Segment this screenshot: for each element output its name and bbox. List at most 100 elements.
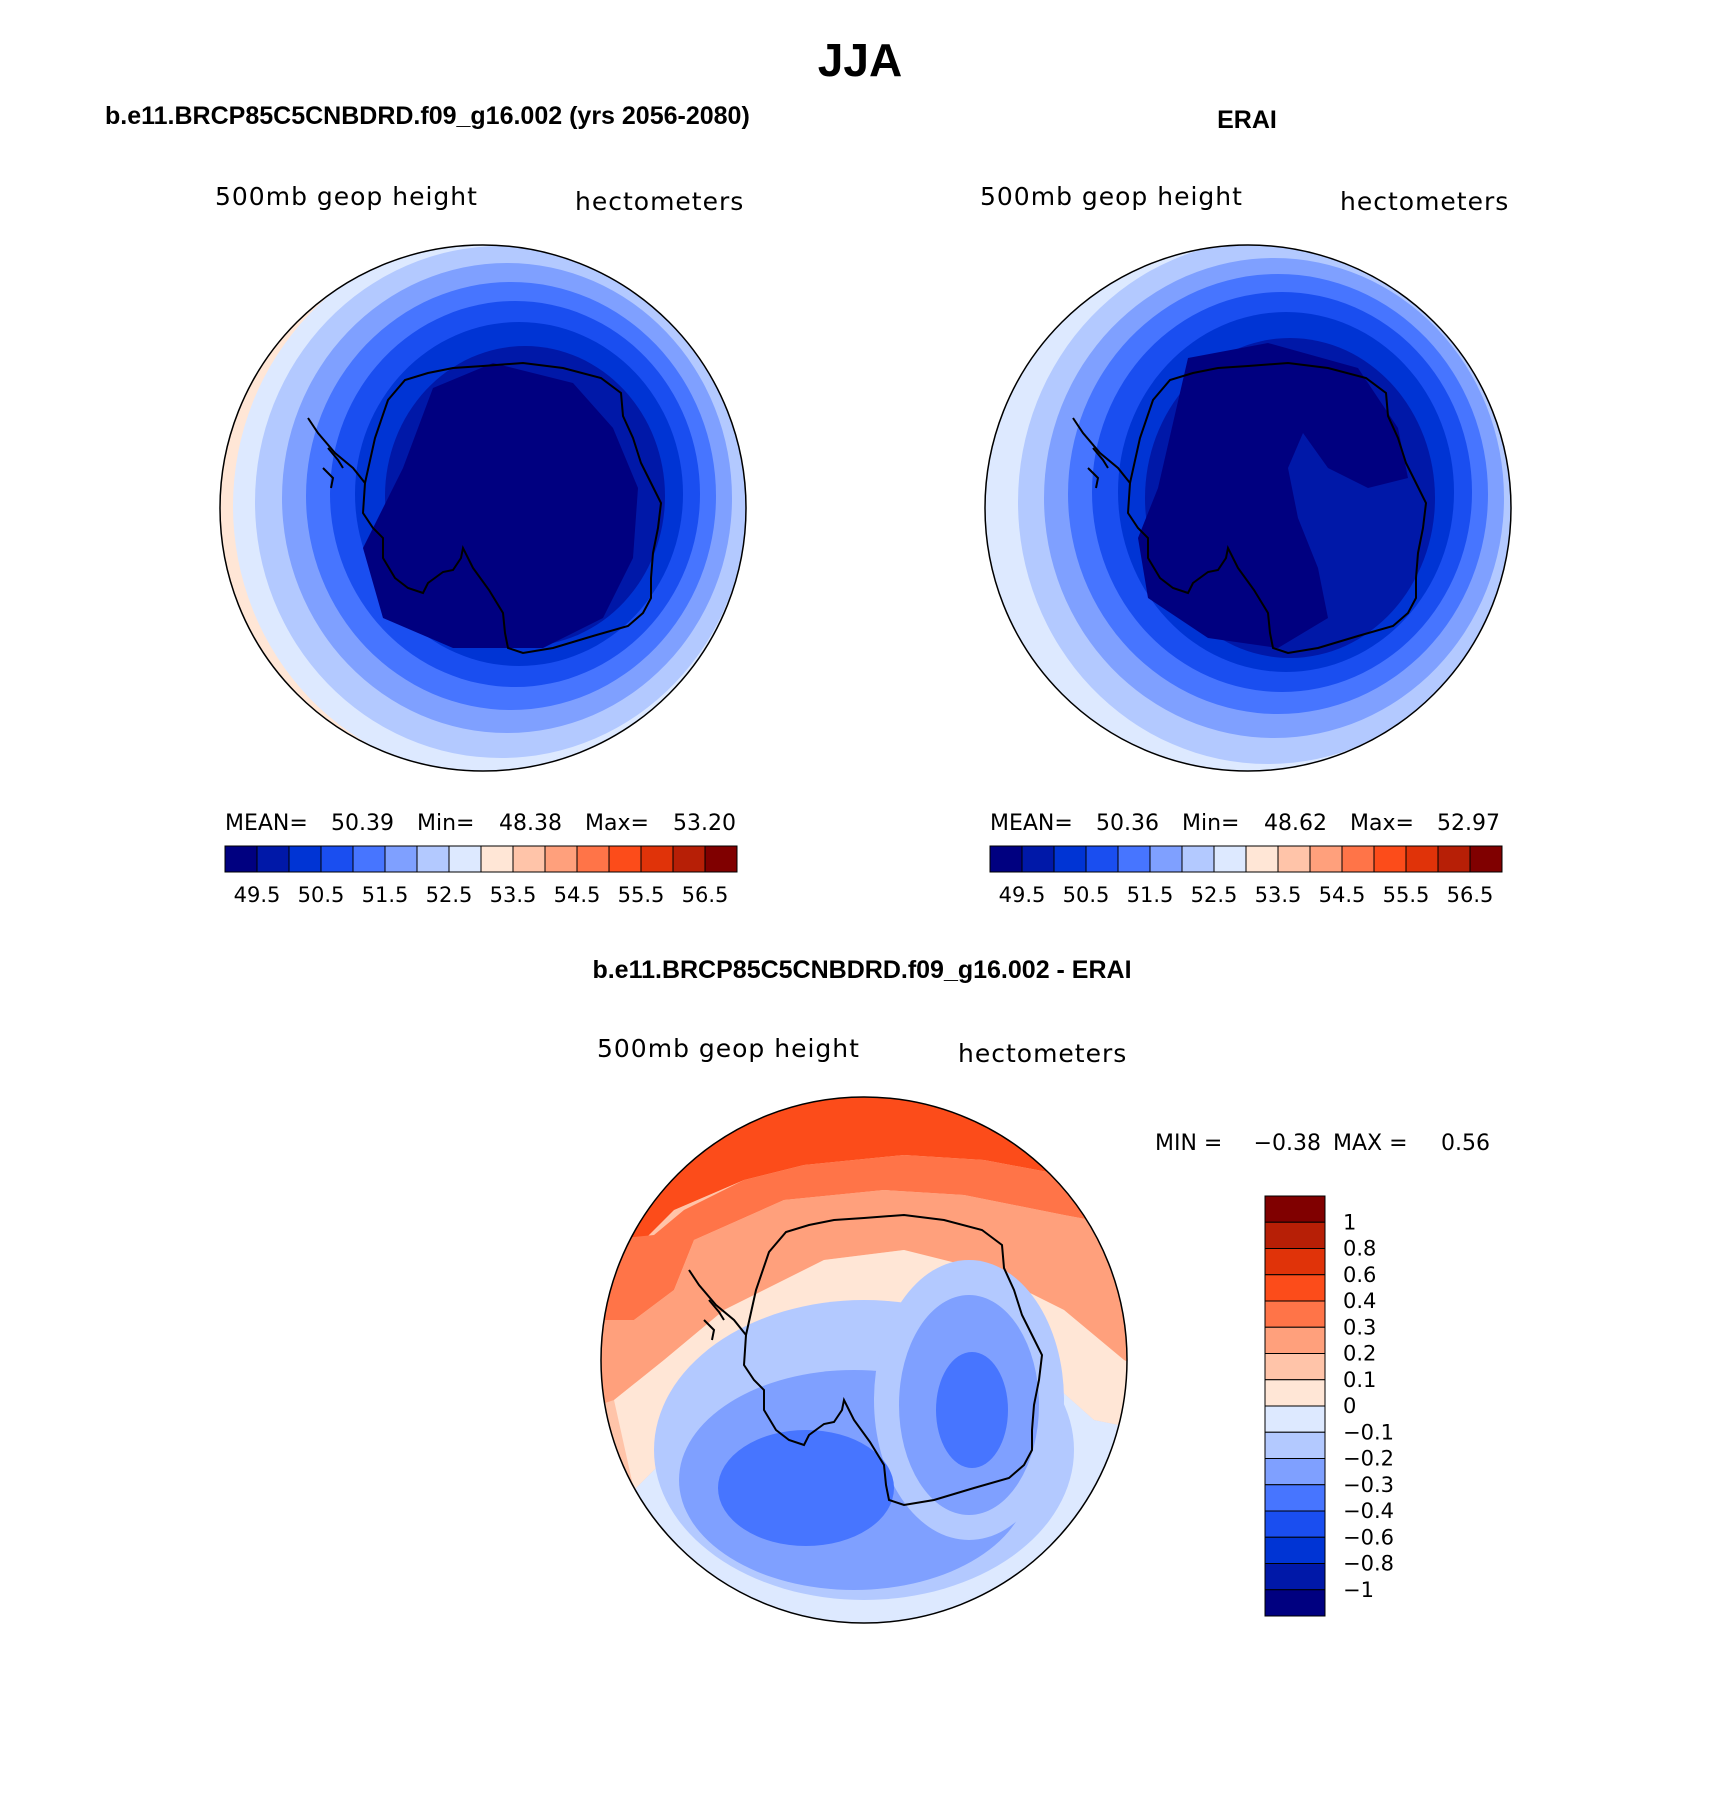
units-label-model: hectometers	[575, 187, 744, 216]
colorbar-tick-label: 55.5	[1383, 883, 1430, 907]
panel-difference: b.e11.BRCP85C5CNBDRD.f09_g16.002 - ERAI …	[592, 956, 1490, 1624]
colorbar-tick-label: 54.5	[1319, 883, 1366, 907]
contour-negative-3	[718, 1430, 894, 1546]
colorbar-tick-label: −0.2	[1343, 1447, 1394, 1471]
colorbar-swatch	[704, 845, 738, 873]
mean-label-model: MEAN=	[225, 811, 308, 836]
diff-max-label: MAX =	[1333, 1131, 1408, 1156]
map-frame-model	[219, 244, 747, 772]
colorbar-swatch	[1181, 845, 1215, 873]
colorbar-swatch	[1264, 1300, 1326, 1328]
colorbar-swatch	[1264, 1379, 1326, 1407]
colorbar-swatch	[1264, 1353, 1326, 1381]
colorbar-tick-label: 0.6	[1343, 1263, 1376, 1287]
colorbar-swatch	[1264, 1221, 1326, 1249]
max-label-model: Max=	[585, 811, 649, 836]
diff-max-value: 0.56	[1441, 1131, 1490, 1156]
colorbar-tick-label: 53.5	[1255, 883, 1302, 907]
colorbar-swatch	[1469, 845, 1503, 873]
diff-min-label: MIN =	[1155, 1131, 1222, 1156]
contour-core	[1138, 343, 1408, 648]
colorbar-tick-label: −0.3	[1343, 1473, 1394, 1497]
colorbar-tick-label: 51.5	[362, 883, 409, 907]
colorbar-swatch	[384, 845, 418, 873]
colorbar-swatch	[288, 845, 322, 873]
colorbar-obs: 49.5 50.5 51.5 52.5 53.5 54.5 55.5 56.5	[989, 845, 1503, 907]
colorbar-model: 49.5 50.5 51.5 52.5 53.5 54.5 55.5 56.5	[224, 845, 738, 907]
colorbar-swatch	[1264, 1405, 1326, 1433]
colorbar-swatch	[224, 845, 258, 873]
variable-label-obs: 500mb geop height	[980, 182, 1243, 211]
diff-minmax: MIN = −0.38 MAX = 0.56	[1155, 1131, 1490, 1156]
colorbar-swatch	[1149, 845, 1183, 873]
min-value-model: 48.38	[499, 811, 562, 836]
colorbar-tick-label: 0	[1343, 1394, 1356, 1418]
case-title-model: b.e11.BRCP85C5CNBDRD.f09_g16.002 (yrs 20…	[105, 102, 750, 130]
colorbar-swatch	[1405, 845, 1439, 873]
units-label-diff: hectometers	[958, 1039, 1127, 1068]
variable-label-diff: 500mb geop height	[597, 1034, 860, 1063]
colorbar-swatch	[1264, 1274, 1326, 1302]
colorbar-swatch	[1053, 845, 1087, 873]
colorbar-swatch	[1264, 1248, 1326, 1276]
panel-obs: ERAI 500mb geop height hectometers MEAN=…	[980, 106, 1512, 907]
contour-positive-low	[601, 1190, 1127, 1410]
mean-label-obs: MEAN=	[990, 811, 1073, 836]
colorbar-swatch	[1264, 1326, 1326, 1354]
colorbar-swatch	[1277, 845, 1311, 873]
min-label-model: Min=	[417, 811, 474, 836]
colorbar-swatch	[1264, 1195, 1326, 1223]
colorbar-swatch	[1245, 845, 1279, 873]
colorbar-swatch	[1264, 1510, 1326, 1538]
colorbar-swatch	[1264, 1458, 1326, 1486]
colorbar-tick-label: −0.8	[1343, 1552, 1394, 1576]
map-frame-diff	[600, 1096, 1128, 1624]
polar-map-model	[220, 245, 746, 771]
case-title-obs: ERAI	[1217, 106, 1277, 134]
diff-min-value: −0.38	[1254, 1131, 1321, 1156]
colorbar-tick-label: 56.5	[1447, 883, 1494, 907]
colorbar-tick-label: 50.5	[298, 883, 345, 907]
colorbar-swatch	[1437, 845, 1471, 873]
colorbar-tick-label: 0.8	[1343, 1237, 1376, 1261]
colorbar-swatch	[480, 845, 514, 873]
colorbar-swatch	[416, 845, 450, 873]
colorbar-tick-label: 55.5	[618, 883, 665, 907]
min-label-obs: Min=	[1182, 811, 1239, 836]
panel-model: b.e11.BRCP85C5CNBDRD.f09_g16.002 (yrs 20…	[105, 102, 750, 907]
mean-value-model: 50.39	[331, 811, 394, 836]
max-label-obs: Max=	[1350, 811, 1414, 836]
colorbar-swatch	[512, 845, 546, 873]
colorbar-tick-label: 54.5	[554, 883, 601, 907]
colorbar-swatch	[1117, 845, 1151, 873]
colorbar-swatch	[1264, 1431, 1326, 1459]
colorbar-swatch	[448, 845, 482, 873]
variable-label-model: 500mb geop height	[215, 182, 478, 211]
colorbar-diff: 1 0.80.60.40.3 0.20.10−0.1 −0.2−0.3−0.4−0.6…	[1264, 1195, 1394, 1617]
colorbar-swatch	[672, 845, 706, 873]
colorbar-swatch	[640, 845, 674, 873]
colorbar-tick-label: −0.1	[1343, 1420, 1394, 1444]
colorbar-swatch	[544, 845, 578, 873]
colorbar-tick-label: −0.4	[1343, 1499, 1394, 1523]
max-value-model: 53.20	[673, 811, 736, 836]
diff-title: b.e11.BRCP85C5CNBDRD.f09_g16.002 - ERAI	[592, 956, 1131, 984]
colorbar-tick-label: 51.5	[1127, 883, 1174, 907]
stats-obs: MEAN= 50.36 Min= 48.62 Max= 52.97	[990, 811, 1500, 836]
colorbar-swatch	[1213, 845, 1247, 873]
colorbar-tick-label: 50.5	[1063, 883, 1110, 907]
colorbar-swatch	[1373, 845, 1407, 873]
colorbar-swatch	[352, 845, 386, 873]
map-frame-obs	[984, 244, 1512, 772]
colorbar-swatch	[1264, 1563, 1326, 1591]
colorbar-tick-label: 0.3	[1343, 1315, 1376, 1339]
units-label-obs: hectometers	[1340, 187, 1509, 216]
colorbar-tick-label: 1	[1343, 1210, 1356, 1234]
colorbar-tick-label: 0.4	[1343, 1289, 1376, 1313]
colorbar-swatch	[608, 845, 642, 873]
min-value-obs: 48.62	[1264, 811, 1327, 836]
colorbar-swatch	[1264, 1589, 1326, 1617]
season-title: JJA	[818, 34, 902, 86]
colorbar-swatch	[1085, 845, 1119, 873]
